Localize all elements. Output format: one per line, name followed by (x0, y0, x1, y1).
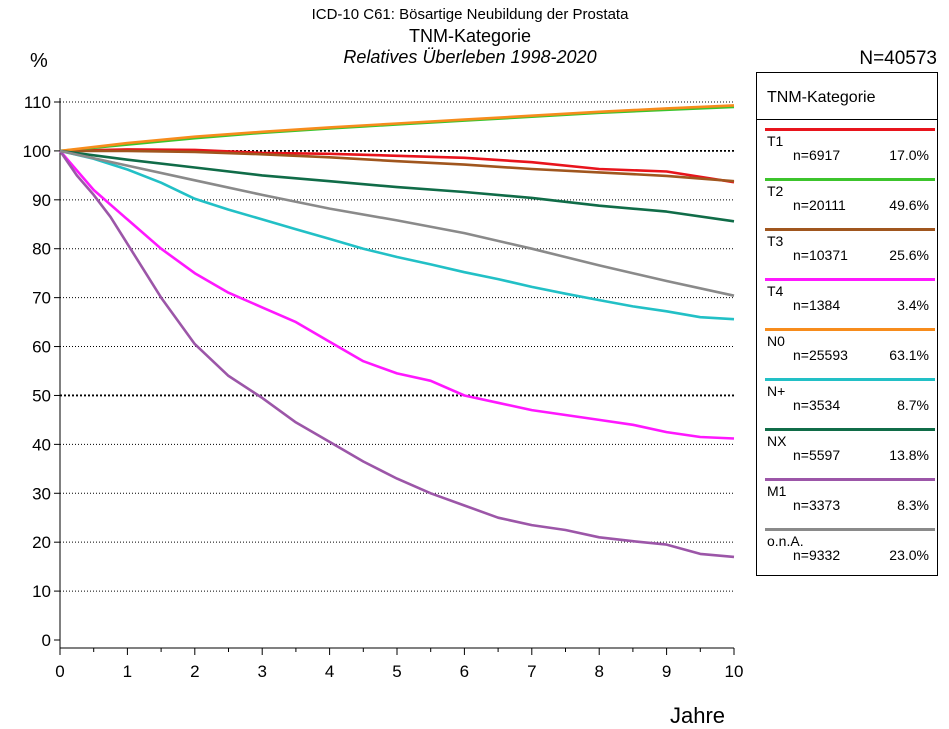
y-tick-label-40: 40 (32, 435, 51, 454)
series-line-7 (59, 149, 735, 223)
legend-count: n=25593 (793, 347, 848, 363)
legend-swatch (765, 178, 935, 181)
legend-swatch (765, 228, 935, 231)
y-tick-label-50: 50 (32, 386, 51, 405)
legend-label: NX (767, 433, 787, 449)
x-tick-label-10: 10 (725, 662, 744, 681)
x-tick-label-9: 9 (662, 662, 671, 681)
x-tick-label-7: 7 (527, 662, 536, 681)
y-tick-label-10: 10 (32, 582, 51, 601)
legend-percent: 8.3% (897, 497, 929, 513)
legend-label: T2 (767, 183, 784, 199)
legend-count: n=20111 (793, 197, 846, 213)
x-tick-label-4: 4 (325, 662, 334, 681)
legend-count: n=9332 (793, 547, 841, 563)
legend-percent: 23.0% (889, 547, 929, 563)
legend-item: N+ n=3534 8.7% (757, 373, 937, 423)
legend-item: T4 n=1384 3.4% (757, 273, 937, 323)
legend-item: T3 n=10371 25.6% (757, 223, 937, 273)
x-tick-label-6: 6 (460, 662, 469, 681)
legend-count: n=3534 (793, 397, 841, 413)
legend-swatch (765, 428, 935, 431)
x-axis-label: Jahre (670, 703, 726, 728)
y-tick-label-30: 30 (32, 484, 51, 503)
legend-divider (757, 119, 937, 120)
legend-swatch (765, 328, 935, 331)
series-line-1 (59, 148, 735, 184)
legend-count: n=6917 (793, 147, 841, 163)
legend-swatch (765, 128, 935, 131)
legend-label: N0 (767, 333, 785, 349)
y-tick-label-90: 90 (32, 191, 51, 210)
y-tick-label-70: 70 (32, 289, 51, 308)
series-line-9 (59, 149, 735, 297)
legend-label: T3 (767, 233, 784, 249)
legend-percent: 63.1% (889, 347, 929, 363)
legend-label: T1 (767, 133, 784, 149)
legend-count: n=3373 (793, 497, 841, 513)
legend-item: T2 n=20111 49.6% (757, 173, 937, 223)
y-tick-label-110: 110 (24, 93, 51, 112)
legend-percent: 17.0% (889, 147, 929, 163)
legend-label: N+ (767, 383, 786, 399)
total-count: N=40573 (859, 48, 937, 69)
x-tick-label-0: 0 (55, 662, 64, 681)
series-line-6 (59, 149, 735, 321)
legend-percent: 25.6% (889, 247, 929, 263)
legend-label: o.n.A. (767, 533, 804, 549)
legend-percent: 8.7% (897, 397, 929, 413)
legend-swatch (765, 278, 935, 281)
chart-title: ICD-10 C61: Bösartige Neubildung der Pro… (311, 6, 629, 23)
legend-item: M1 n=3373 8.3% (757, 473, 937, 523)
legend-title: TNM-Kategorie (767, 89, 876, 106)
series-line-3 (60, 149, 735, 183)
y-tick-label-0: 0 (42, 631, 51, 650)
series-line-5 (59, 104, 735, 153)
legend-label: T4 (767, 283, 784, 299)
legend-label: M1 (767, 483, 787, 499)
legend-swatch (765, 378, 935, 381)
legend-percent: 13.8% (889, 447, 929, 463)
series-line-2 (59, 105, 735, 153)
y-tick-label-100: 100 (23, 142, 51, 161)
x-tick-label-3: 3 (257, 662, 266, 681)
legend-item: T1 n=6917 17.0% (757, 123, 937, 173)
x-tick-label-1: 1 (123, 662, 132, 681)
x-tick-label-5: 5 (392, 662, 401, 681)
chart-subtitle: TNM-Kategorie (408, 26, 532, 46)
series-line-4 (59, 150, 735, 440)
legend: TNM-Kategorie T1 n=6917 17.0% T2 n=20111 49.6… (756, 72, 938, 576)
y-tick-label-20: 20 (32, 533, 51, 552)
x-tick-label-2: 2 (190, 662, 199, 681)
legend-percent: 49.6% (889, 197, 929, 213)
series-line-8 (58, 150, 735, 559)
legend-swatch (765, 478, 935, 481)
y-axis-unit: % (30, 50, 48, 72)
legend-item: o.n.A. n=9332 23.0% (757, 523, 937, 573)
legend-count: n=1384 (793, 297, 841, 313)
legend-swatch (765, 528, 935, 531)
legend-percent: 3.4% (897, 297, 929, 313)
x-tick-label-8: 8 (594, 662, 603, 681)
y-tick-label-80: 80 (32, 240, 51, 259)
legend-count: n=10371 (793, 247, 848, 263)
legend-item: NX n=5597 13.8% (757, 423, 937, 473)
legend-count: n=5597 (793, 447, 841, 463)
legend-item: N0 n=25593 63.1% (757, 323, 937, 373)
chart-caption: Relatives Überleben 1998-2020 (343, 47, 597, 67)
y-tick-label-60: 60 (32, 338, 51, 357)
